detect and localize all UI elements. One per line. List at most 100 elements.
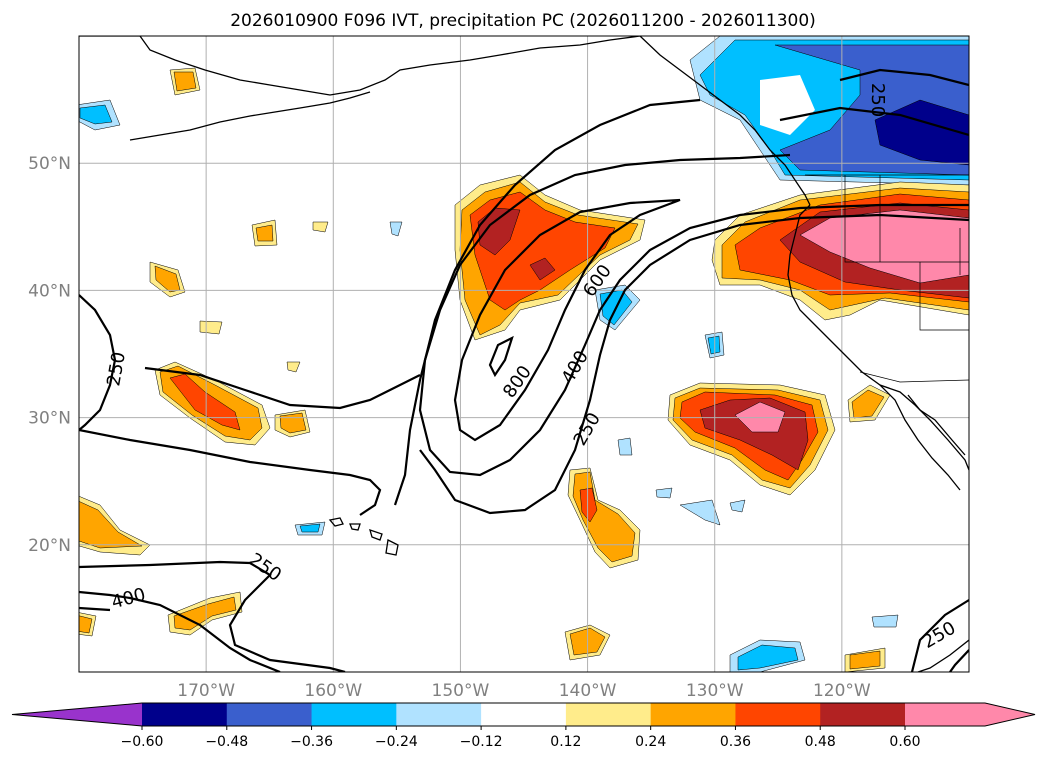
colorbar-segment	[142, 703, 228, 726]
us-mexico-border	[859, 371, 969, 383]
ivt-contour-250-ne	[839, 68, 969, 87]
pos-small-j2	[255, 224, 274, 242]
colorbar-over-triangle	[985, 703, 1035, 726]
colorbar-tick-label: −0.60	[121, 734, 164, 750]
precip-fields	[79, 36, 969, 672]
ivt-contour-250-se2	[949, 649, 969, 672]
ivt-contour-250-sw	[79, 428, 382, 516]
coastlines	[79, 36, 969, 672]
pos-small-e2	[849, 650, 881, 670]
neg-small-j	[655, 487, 673, 499]
lat-tick-label: 50°N	[28, 154, 71, 174]
ivt-contour-250-south	[419, 213, 969, 515]
pos-region-westpac	[154, 361, 271, 446]
ivt-contour-400-low	[79, 590, 281, 672]
ivt-contour-250-ne2	[779, 106, 969, 137]
ivt-contours	[79, 68, 969, 672]
pos-small-b2	[79, 501, 143, 549]
neg-small-g	[871, 614, 899, 628]
pos-region-baja	[667, 382, 836, 496]
alaska-coast	[79, 36, 641, 96]
colorbar-segment	[396, 703, 482, 726]
pos-small-a3	[579, 487, 598, 523]
colorbar-segment	[311, 703, 397, 726]
neg-small-a2	[79, 104, 113, 125]
state-border-1	[844, 175, 969, 263]
lon-tick-label: 160°W	[304, 681, 362, 701]
pos-small-i2	[154, 265, 181, 293]
neg-small-h	[617, 437, 633, 456]
mexico-coast	[917, 639, 969, 672]
pos-fill-4b	[529, 257, 556, 281]
borders	[805, 174, 969, 383]
contour-label-250-ne: 250	[867, 83, 888, 117]
gulf-side	[907, 394, 966, 456]
map-frame	[78, 35, 970, 673]
lon-tick-label: 130°W	[686, 681, 744, 701]
pos-small-k2	[79, 615, 93, 634]
state-border-3	[919, 262, 969, 331]
chart-title: 2026010900 F096 IVT, precipitation PC (2…	[230, 11, 816, 31]
ivt-contour-250-se	[910, 599, 969, 672]
pos-small-l	[199, 320, 223, 335]
lon-tick-label: 140°W	[559, 681, 617, 701]
colorbar-segment	[481, 703, 567, 726]
pos-fill-3	[169, 373, 241, 431]
ivt-contour-600	[453, 198, 681, 442]
ivt-contour-250-central	[144, 366, 421, 410]
ivt-contour-250-north	[393, 98, 701, 506]
neg-hole-white	[760, 75, 815, 135]
colorbar-tick-label: −0.24	[375, 734, 418, 750]
neg-fill-4	[874, 99, 969, 166]
colorbar-segment	[735, 703, 821, 726]
map-area: 250 250 250 250 400 400 600 800 250 50°N…	[28, 35, 970, 701]
colorbar-ticks: −0.60 −0.48 −0.36 −0.24 −0.12 0.12 0.24 0.36 0.4…	[121, 726, 921, 750]
pos-small-c2	[173, 596, 237, 631]
neg-small-c2	[737, 644, 799, 671]
lat-tick-label: 30°N	[28, 409, 71, 429]
lon-tick-label: 150°W	[432, 681, 490, 701]
colorbar-segment	[565, 703, 652, 726]
colorbar-tick-label: 0.48	[805, 734, 836, 750]
colorbar-tick-label: 0.12	[550, 734, 581, 750]
baja	[879, 384, 961, 491]
neg-small-i	[389, 221, 403, 237]
lat-labels: 50°N 40°N 30°N 20°N	[28, 154, 71, 556]
lon-tick-label: 170°W	[177, 681, 235, 701]
neg-small-e2	[299, 523, 321, 533]
neg-small-d2	[707, 335, 721, 355]
colorbar-under-triangle	[12, 703, 142, 726]
lat-tick-label: 40°N	[28, 281, 71, 301]
ivt-contour-250-low	[79, 560, 346, 672]
colorbar-segment	[226, 703, 313, 726]
colorbar-tick-label: 0.60	[889, 734, 920, 750]
colorbar-segment	[820, 703, 906, 726]
colorbar-tick-label: 0.36	[720, 734, 751, 750]
colorbar-tick-label: −0.48	[205, 734, 248, 750]
graticule	[79, 36, 969, 672]
pos-small-n	[286, 361, 301, 373]
colorbar-tick-label: −0.36	[290, 734, 333, 750]
colorbar-segment	[905, 703, 985, 726]
ivt-contour-400-outer	[418, 153, 969, 477]
pos-small	[79, 67, 891, 672]
neg-small-k	[729, 499, 746, 513]
lon-labels: 170°W 160°W 150°W 140°W 130°W 120°W	[177, 681, 871, 701]
colorbar-tick-label: −0.12	[460, 734, 503, 750]
colorbar-segment	[650, 703, 736, 726]
pos-fill-5	[734, 401, 786, 433]
hawaii	[328, 517, 399, 556]
colorbar: −0.60 −0.48 −0.36 −0.24 −0.12 0.12 0.24 0.36 0.4…	[11, 702, 1036, 750]
ivt-contour-400-low2	[79, 606, 111, 612]
colorbar-tick-label: 0.24	[635, 734, 666, 750]
pos-small-h2	[173, 71, 197, 92]
pos-small-m	[312, 221, 329, 233]
lat-tick-label: 20°N	[28, 536, 71, 556]
ivt-contour-250-west	[79, 294, 117, 431]
us-west-coast	[787, 204, 969, 471]
pos-small-f2	[851, 389, 885, 419]
colorbar-segments	[142, 703, 985, 726]
alaska-peninsula	[129, 91, 371, 141]
neg-small-f	[679, 499, 721, 526]
